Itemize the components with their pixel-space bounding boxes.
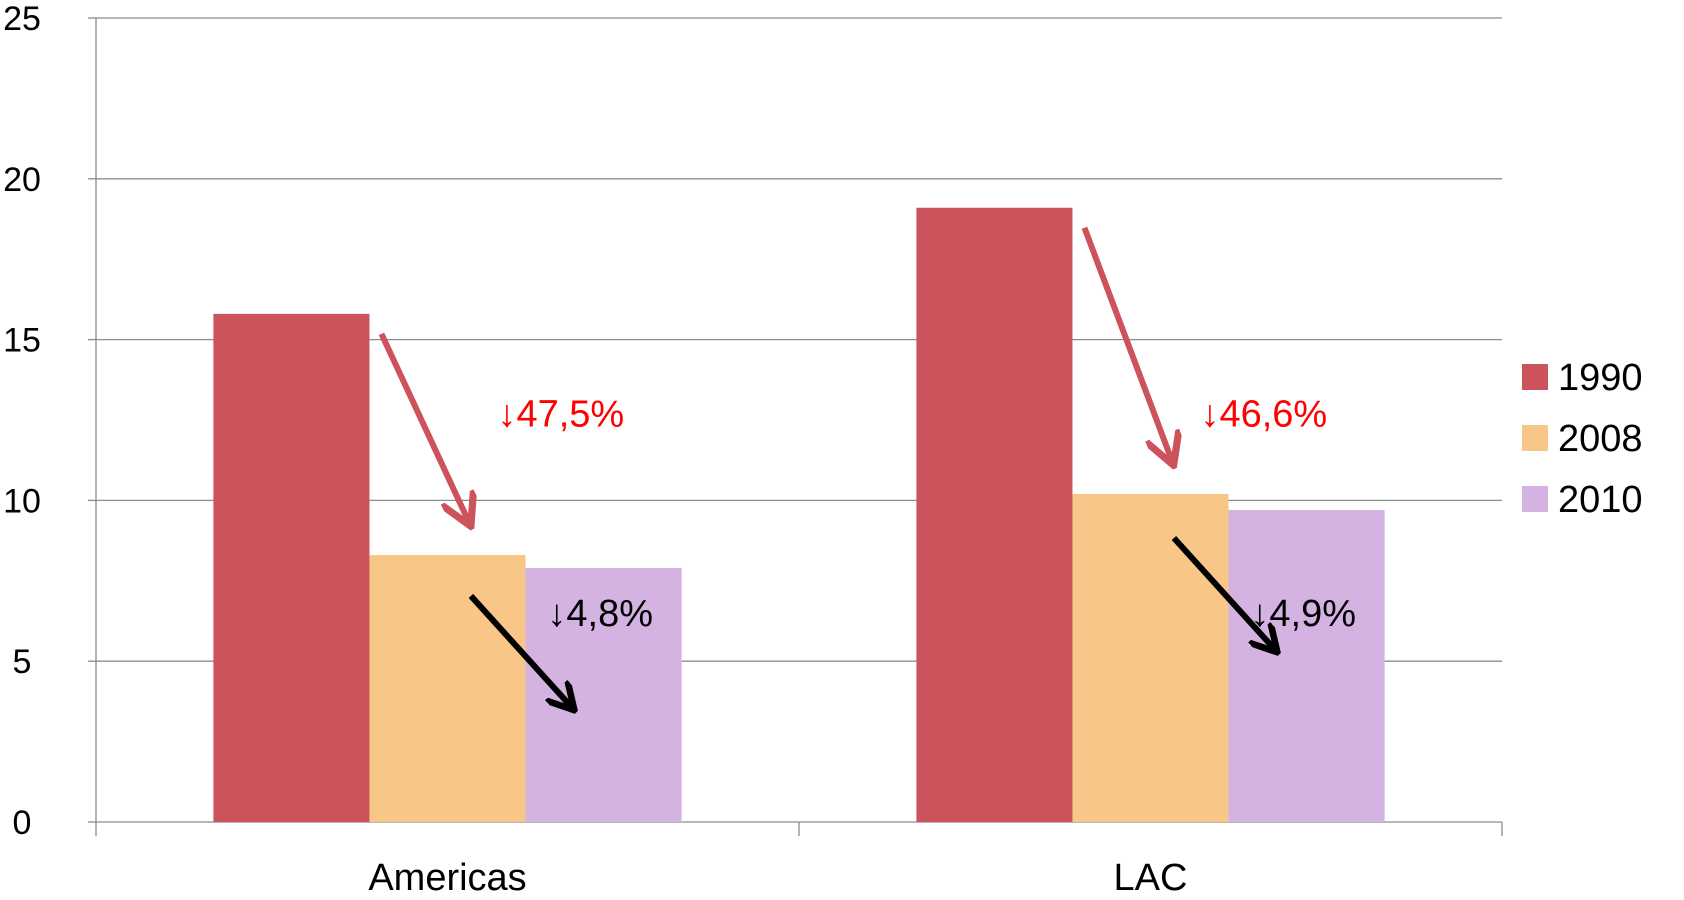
legend-label: 2010 <box>1558 479 1643 521</box>
change-label: ↓4,8% <box>547 593 653 635</box>
change-label: ↓4,9% <box>1250 593 1356 635</box>
x-category-label: Americas <box>368 857 526 899</box>
annotations: ↓47,5% ↓4,8% ↓46,6% ↓4,9% <box>497 393 1356 634</box>
y-tick-label: 25 <box>3 0 41 38</box>
legend-swatch-1990 <box>1522 364 1548 390</box>
legend-label: 1990 <box>1558 357 1643 399</box>
y-tick-label: 20 <box>3 161 41 199</box>
change-arrows <box>378 226 1275 708</box>
y-tick-label: 5 <box>13 643 32 681</box>
y-tick-label: 0 <box>13 804 32 842</box>
y-tick-label: 15 <box>3 322 41 360</box>
change-arrow <box>1171 536 1275 650</box>
bar-2008-lac <box>1072 493 1229 822</box>
bar-2008-americas <box>369 555 526 822</box>
change-arrow <box>1081 226 1172 462</box>
x-category-label: LAC <box>1114 857 1188 899</box>
y-tick-labels: 0 5 10 15 20 25 <box>3 0 41 842</box>
bar-1990-americas <box>213 313 370 822</box>
legend-swatch-2008 <box>1522 425 1548 451</box>
change-label: ↓46,6% <box>1200 393 1327 435</box>
change-arrow <box>378 332 469 523</box>
legend: 1990 2008 2010 <box>1522 357 1643 521</box>
legend-label: 2008 <box>1558 418 1643 460</box>
bar-1990-lac <box>916 207 1073 822</box>
legend-swatch-2010 <box>1522 486 1548 512</box>
x-category-labels: Americas LAC <box>368 857 1187 899</box>
y-tick-label: 10 <box>3 482 41 520</box>
bar-2010-lac <box>1228 510 1385 822</box>
bars <box>213 207 1385 822</box>
change-label: ↓47,5% <box>497 393 624 435</box>
change-arrow <box>468 593 572 708</box>
